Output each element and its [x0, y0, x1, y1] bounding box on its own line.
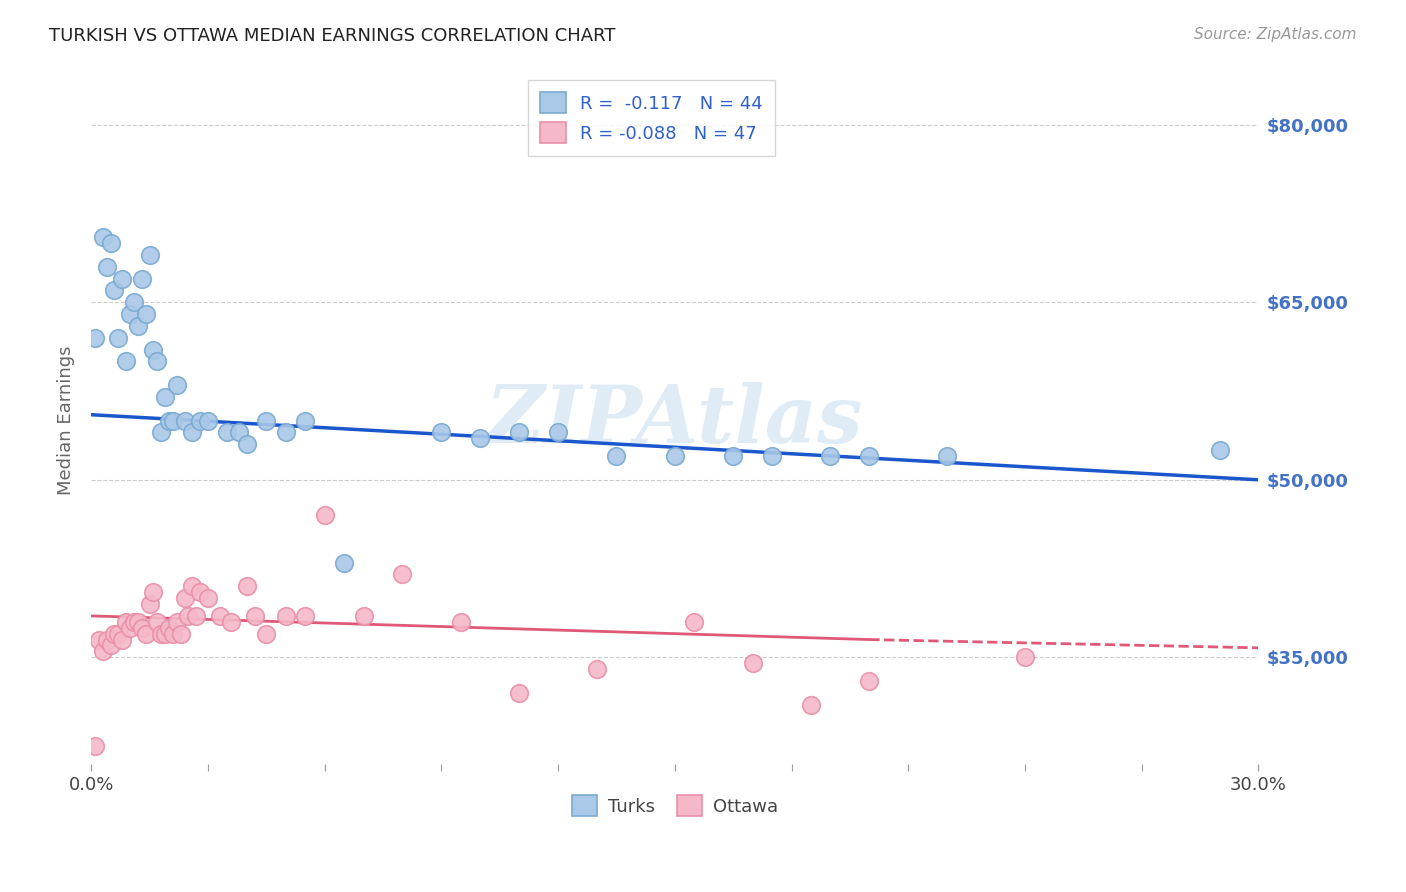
Point [664, 449, 686, 463]
Point [169, 626, 191, 640]
Point [586, 662, 609, 676]
Point [153, 626, 176, 640]
Point [135, 307, 157, 321]
Point [142, 343, 165, 357]
Point [91, 644, 114, 658]
Point [254, 414, 277, 428]
Point [936, 449, 959, 463]
Point [721, 449, 744, 463]
Point [127, 615, 149, 629]
Point [135, 626, 157, 640]
Y-axis label: Median Earnings: Median Earnings [58, 346, 75, 495]
Point [162, 414, 184, 428]
Point [430, 425, 453, 440]
Point [131, 621, 153, 635]
Point [508, 425, 530, 440]
Point [858, 673, 880, 688]
Point [103, 626, 125, 640]
Point [800, 698, 823, 712]
Point [820, 449, 842, 463]
Point [157, 414, 180, 428]
Point [274, 608, 297, 623]
Point [100, 639, 122, 653]
Point [127, 318, 149, 333]
Point [87, 632, 110, 647]
Point [84, 331, 107, 345]
Point [115, 354, 138, 368]
Point [111, 271, 134, 285]
Point [236, 579, 259, 593]
Point [605, 449, 627, 463]
Point [208, 608, 231, 623]
Point [111, 632, 134, 647]
Point [294, 608, 316, 623]
Point [103, 284, 125, 298]
Point [741, 657, 763, 671]
Point [120, 307, 142, 321]
Point [683, 615, 706, 629]
Point [166, 378, 188, 392]
Point [858, 449, 880, 463]
Point [173, 414, 195, 428]
Point [122, 615, 145, 629]
Point [146, 354, 169, 368]
Legend: Turks, Ottawa: Turks, Ottawa [565, 789, 785, 823]
Point [153, 390, 176, 404]
Point [138, 597, 160, 611]
Point [254, 626, 277, 640]
Point [219, 615, 242, 629]
Point [1014, 650, 1036, 665]
Point [150, 626, 173, 640]
Point [122, 295, 145, 310]
Point [1208, 443, 1230, 458]
Point [107, 626, 129, 640]
Point [120, 621, 142, 635]
Point [294, 414, 316, 428]
Point [150, 425, 173, 440]
Point [450, 615, 472, 629]
Point [181, 579, 204, 593]
Point [96, 632, 118, 647]
Point [91, 230, 114, 244]
Point [173, 591, 195, 606]
Point [84, 739, 107, 753]
Point [333, 556, 356, 570]
Text: TURKISH VS OTTAWA MEDIAN EARNINGS CORRELATION CHART: TURKISH VS OTTAWA MEDIAN EARNINGS CORREL… [49, 27, 616, 45]
Point [197, 591, 219, 606]
Point [547, 425, 569, 440]
Point [177, 608, 200, 623]
Point [142, 585, 165, 599]
Point [243, 608, 266, 623]
Point [761, 449, 783, 463]
Point [162, 626, 184, 640]
Point [131, 271, 153, 285]
Point [181, 425, 204, 440]
Point [314, 508, 336, 523]
Point [100, 236, 122, 251]
Text: Source: ZipAtlas.com: Source: ZipAtlas.com [1194, 27, 1357, 42]
Point [107, 331, 129, 345]
Point [228, 425, 250, 440]
Point [188, 585, 211, 599]
Point [197, 414, 219, 428]
Point [217, 425, 239, 440]
Point [353, 608, 375, 623]
Point [146, 615, 169, 629]
Point [274, 425, 297, 440]
Point [138, 248, 160, 262]
Point [115, 615, 138, 629]
Text: ZIPAtlas: ZIPAtlas [486, 382, 863, 459]
Point [96, 260, 118, 274]
Point [188, 414, 211, 428]
Point [186, 608, 208, 623]
Point [508, 686, 530, 700]
Point [470, 431, 492, 445]
Point [166, 615, 188, 629]
Point [157, 621, 180, 635]
Point [236, 437, 259, 451]
Point [391, 567, 413, 582]
